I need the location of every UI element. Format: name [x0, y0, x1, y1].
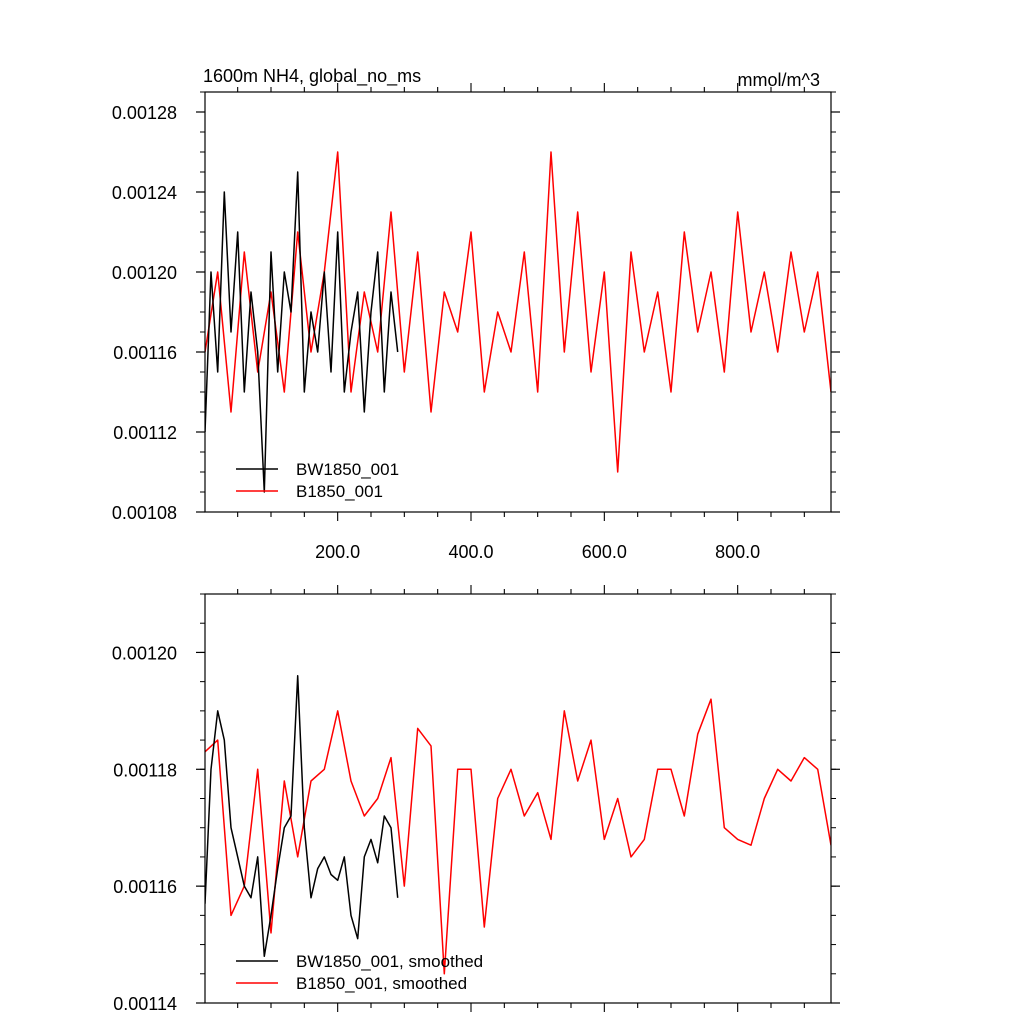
y-tick-label: 0.00116 — [113, 877, 177, 897]
x-tick-label: 800.0 — [715, 542, 760, 562]
legend-label: BW1850_001, smoothed — [296, 952, 483, 971]
y-tick-label: 0.00118 — [113, 760, 177, 780]
units-label: mmol/m^3 — [738, 70, 820, 90]
x-tick-label: 400.0 — [448, 542, 493, 562]
y-tick-label: 0.00124 — [112, 183, 177, 203]
bottom-panel: 0.00114 0.00116 0.00118 0.00120 BW1850_001, … — [112, 585, 840, 1014]
top-panel: 1600m NH4, global_no_ms mmol/m^3 0.00108… — [112, 66, 840, 562]
y-tick-label: 0.00108 — [112, 503, 177, 523]
x-tick-label: 200.0 — [315, 542, 360, 562]
y-tick-label: 0.00128 — [112, 103, 177, 123]
series-line-b1850-001-smoothed — [205, 698, 831, 975]
series-line-bw1850-001-smoothed — [205, 675, 399, 958]
y-tick-label: 0.00112 — [113, 423, 177, 443]
plot-frame — [204, 91, 832, 513]
chart-title: 1600m NH4, global_no_ms — [203, 66, 421, 87]
legend-label: B1850_001 — [296, 482, 383, 501]
legend-label: BW1850_001 — [296, 460, 399, 479]
series-group — [205, 151, 831, 493]
series-group — [205, 675, 831, 975]
y-tick-label: 0.00120 — [112, 263, 177, 283]
y-tick-label: 0.00114 — [113, 994, 177, 1014]
series-line-bw1850-001 — [205, 171, 399, 493]
y-tick-label: 0.00116 — [113, 343, 177, 363]
x-tick-label: 600.0 — [582, 542, 627, 562]
legend-label: B1850_001, smoothed — [296, 974, 467, 993]
y-tick-label: 0.00120 — [112, 643, 177, 663]
